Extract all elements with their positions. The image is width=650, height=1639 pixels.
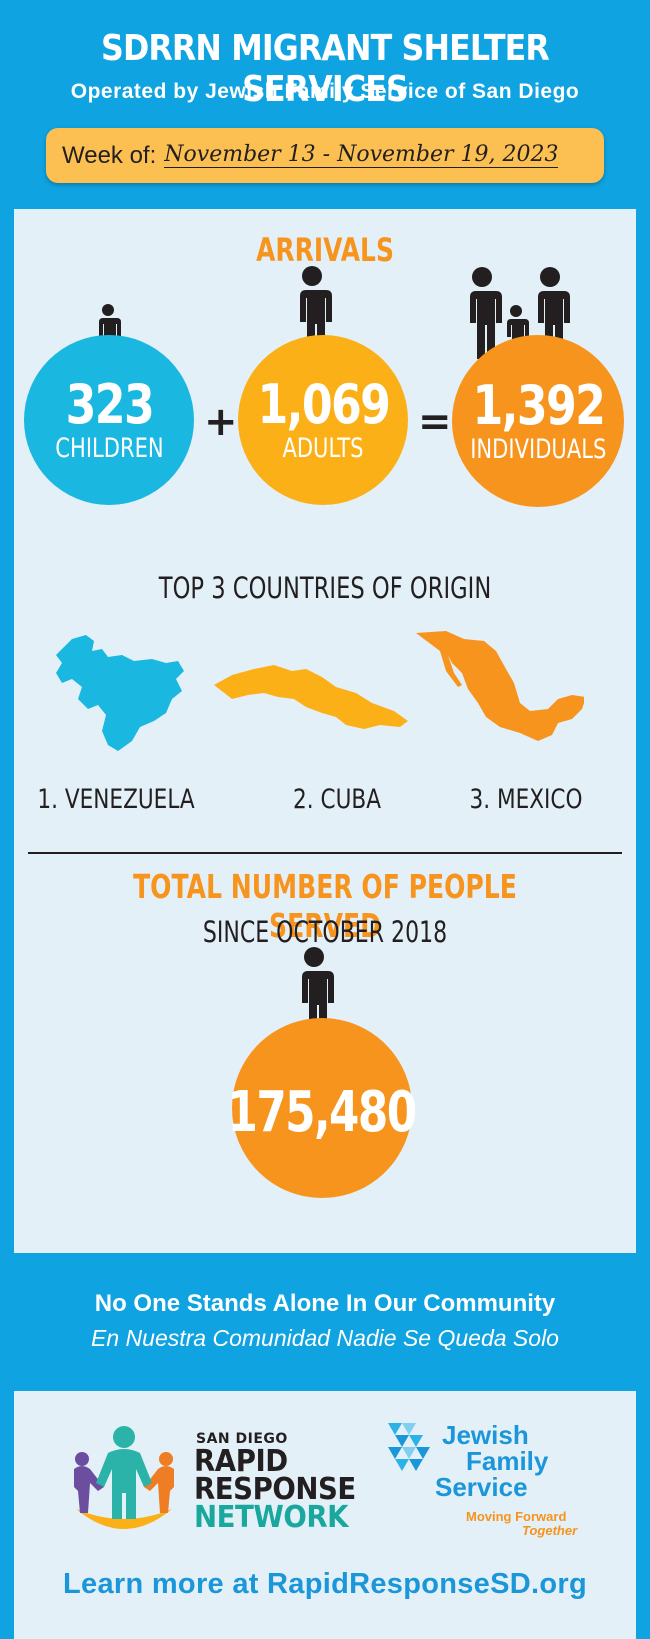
learn-more-link[interactable]: Learn more at RapidResponseSD.org: [63, 1568, 587, 1600]
footer-panel: SAN DIEGO RAPID RESPONSE NETWORK Jewish …: [14, 1391, 636, 1639]
rrn-response: RESPONSE: [194, 1472, 356, 1507]
individuals-count-circle: 1,392 INDIVIDUALS: [452, 335, 624, 507]
venezuela-map-icon: [56, 635, 184, 751]
arrivals-title: ARRIVALS: [256, 231, 394, 269]
jfs-tagline-2: Together: [522, 1523, 578, 1538]
since-date: SINCE OCTOBER 2018: [202, 915, 448, 949]
rrn-rapid: RAPID: [194, 1444, 288, 1479]
jfs-service: Service: [435, 1472, 528, 1502]
country-2-label: 2. CUBA: [293, 784, 381, 815]
adults-count-circle: 1,069 ADULTS: [238, 335, 408, 505]
slogan-english: No One Stands Alone In Our Community: [94, 1290, 556, 1317]
country-1-label: 1. VENEZUELA: [37, 784, 195, 815]
rrn-logo-icon: [74, 1426, 174, 1529]
individuals-count: 1,392: [472, 374, 606, 437]
equals-sign: =: [418, 399, 452, 445]
page-title: SDRRN MIGRANT SHELTER SERVICES: [101, 28, 550, 110]
countries-title: TOP 3 COUNTRIES OF ORIGIN: [158, 571, 492, 605]
rrn-network: NETWORK: [194, 1500, 349, 1535]
page-subtitle: Operated by Jewish Family Service of San…: [70, 80, 580, 103]
jfs-jewish: Jewish: [442, 1420, 529, 1450]
week-dates: November 13 - November 19, 2023: [164, 142, 559, 168]
individuals-label: INDIVIDUALS: [469, 434, 607, 465]
children-count: 323: [65, 373, 154, 436]
slogan-spanish: En Nuestra Comunidad Nadie Se Queda Solo: [91, 1325, 559, 1351]
week-banner: Week of: November 13 - November 19, 2023: [46, 128, 604, 183]
jfs-logo-icon: [388, 1423, 430, 1471]
children-label: CHILDREN: [54, 433, 164, 464]
children-count-circle: 323 CHILDREN: [24, 335, 194, 505]
adults-count: 1,069: [257, 373, 391, 436]
cuba-map-icon: [214, 665, 408, 729]
total-served-title: TOTAL NUMBER OF PEOPLE SERVED: [133, 867, 517, 945]
jfs-tagline-1: Moving Forward: [466, 1509, 567, 1524]
week-label: Week of:: [62, 141, 157, 169]
total-served-circle: 175,480: [228, 1018, 418, 1198]
adults-label: ADULTS: [282, 433, 364, 464]
main-panel: ARRIVALS 323 CHILDREN + 1,069 ADULTS: [14, 209, 636, 1253]
total-served-count: 175,480: [227, 1080, 418, 1145]
plus-sign: +: [204, 399, 238, 445]
jfs-family: Family: [466, 1446, 549, 1476]
rrn-san-diego: SAN DIEGO: [196, 1431, 288, 1447]
section-divider: [28, 852, 622, 854]
country-3-label: 3. MEXICO: [469, 784, 583, 815]
mexico-map-icon: [416, 631, 584, 741]
